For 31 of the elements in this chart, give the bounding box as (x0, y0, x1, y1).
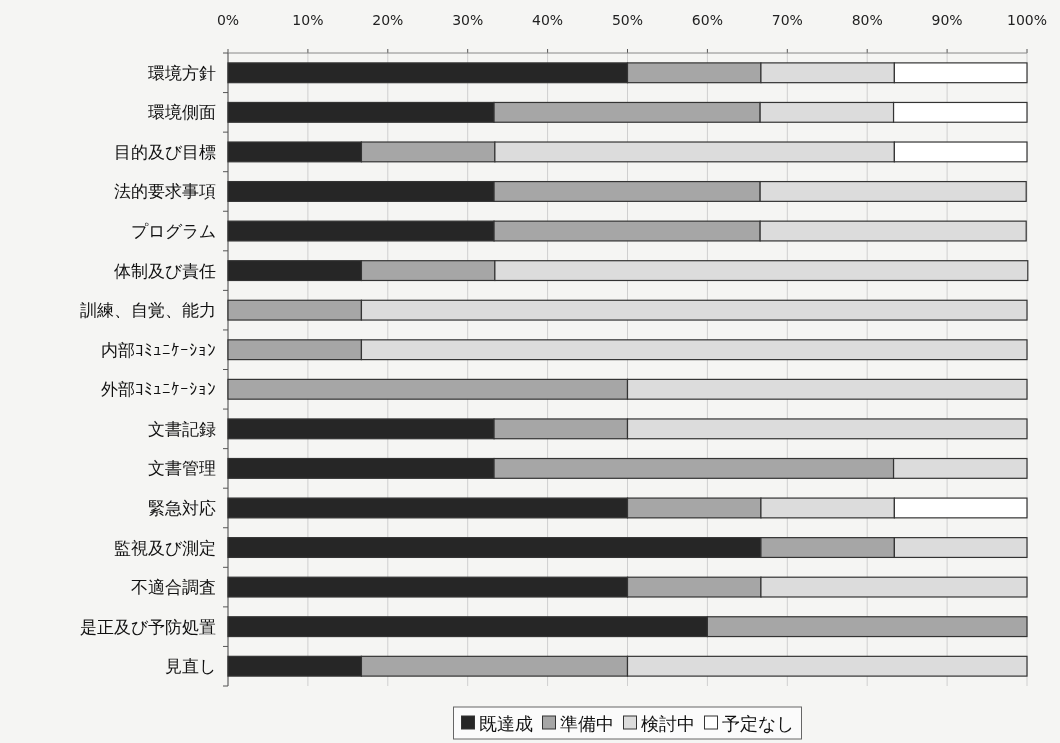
y-tick-label: 見直し (165, 656, 216, 677)
x-tick-label: 40% (532, 12, 564, 28)
y-tick-label: 是正及び予防処置 (80, 616, 216, 637)
x-tick-label: 10% (292, 12, 324, 28)
x-tick-label: 60% (691, 12, 723, 28)
y-tick-label: 体制及び責任 (114, 260, 216, 281)
y-tick-label: 目的及び目標 (114, 141, 216, 162)
y-tick-label: プログラム (131, 221, 216, 242)
x-tick-label: 20% (372, 12, 404, 28)
y-tick-label: 内部ｺﾐｭﾆｹｰｼｮﾝ (101, 339, 216, 360)
x-tick-label: 70% (771, 12, 803, 28)
y-tick-label: 緊急対応 (148, 497, 216, 518)
y-tick-label: 環境方針 (148, 62, 216, 83)
y-tick-label: 文書管理 (148, 458, 216, 479)
y-tick-label: 環境側面 (148, 102, 216, 123)
x-tick-label: 80% (851, 12, 883, 28)
x-tick-label: 90% (931, 12, 963, 28)
y-tick-label: 外部ｺﾐｭﾆｹｰｼｮﾝ (101, 379, 216, 400)
legend-label: 検討中 (640, 713, 695, 734)
x-tick-label: 100% (1006, 12, 1048, 28)
x-tick-label: 30% (452, 12, 484, 28)
y-tick-label: 不適合調査 (131, 577, 216, 598)
legend-label: 既達成 (478, 713, 533, 734)
legend-label: 準備中 (559, 713, 614, 734)
x-tick-label: 50% (611, 12, 644, 28)
y-tick-label: 法的要求事項 (114, 181, 216, 202)
x-tick-label: 0% (216, 12, 240, 28)
y-tick-label: 訓練、自覚、能力 (80, 300, 216, 321)
y-tick-label: 監視及び測定 (114, 537, 216, 558)
y-tick-label: 文書記録 (148, 418, 216, 439)
legend-label: 予定なし (721, 713, 794, 734)
